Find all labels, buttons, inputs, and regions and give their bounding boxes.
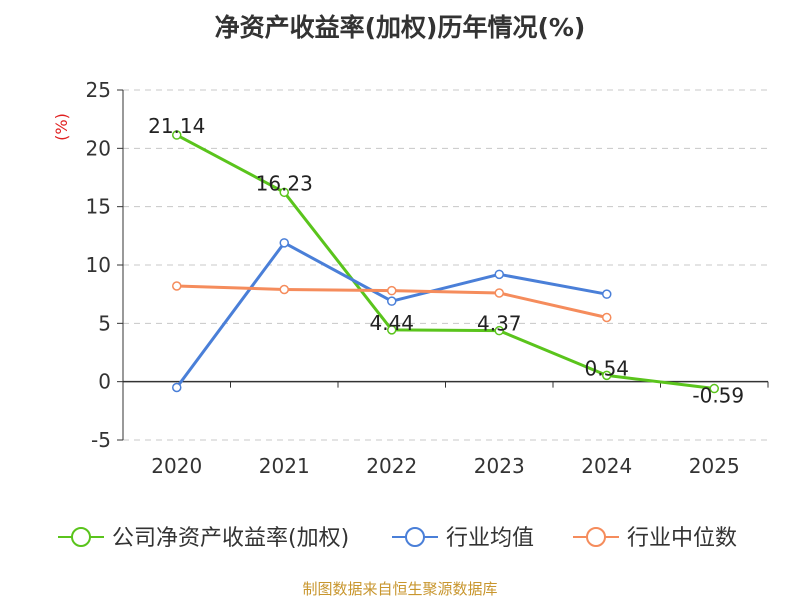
data-point [172,382,182,393]
data-label: 4.37 [477,312,522,336]
legend-label: 行业均值 [446,526,534,551]
data-point [172,130,182,140]
data-point [279,187,289,198]
x-tick-label: 2022 [366,454,417,478]
legend-marker [71,527,91,547]
x-tick-label: 2023 [474,454,525,478]
data-point [602,312,612,323]
data-label: 16.23 [256,171,313,195]
grid-lines [123,89,768,441]
data-point [494,325,504,336]
y-axis-label: (%) [52,113,71,141]
x-tick-label: 2020 [151,454,202,478]
y-tick-label: 20 [86,136,111,160]
data-point [387,325,397,335]
data-point [279,284,289,295]
data-point [709,383,719,394]
data-label: 4.44 [369,311,414,335]
chart-title: 净资产收益率(加权)历年情况(%) [214,13,586,42]
series [172,130,719,394]
x-tick-label: 2025 [689,454,740,478]
data-point [602,370,612,381]
y-tick-label: 10 [86,253,111,277]
data-point [494,288,504,298]
data-label: 21.14 [148,114,205,138]
source-note: 制图数据来自恒生聚源数据库 [302,580,498,598]
y-tick-label: 5 [98,311,111,335]
y-tick-label: 0 [98,370,111,394]
series-line [176,133,715,391]
data-labels: 21.14 16.23 4.44 4.37 0.54 -0.59 [148,114,744,408]
data-label: 0.54 [584,356,629,380]
data-label: -0.59 [692,384,744,408]
data-point [602,289,612,299]
y-tick-label: 25 [86,78,111,102]
data-point [387,285,397,296]
legend-item: 公司净资产收益率(加权) [58,526,349,551]
legend-label: 行业中位数 [627,526,737,551]
x-tick-label: 2021 [259,454,310,478]
legend-marker [405,527,425,547]
legend-label: 公司净资产收益率(加权) [112,526,349,551]
y-tick-label: 15 [86,195,111,219]
legend-marker [586,527,606,547]
legend-item: 行业均值 [392,526,534,551]
legend: 公司净资产收益率(加权) 行业均值 行业中位数 [58,526,737,551]
data-point [279,238,289,248]
data-point [387,296,397,306]
y-tick-label: -5 [91,428,111,452]
legend-item: 行业中位数 [573,526,737,551]
data-point [172,281,182,291]
x-tick-label: 2024 [581,454,632,478]
data-point [494,269,504,280]
